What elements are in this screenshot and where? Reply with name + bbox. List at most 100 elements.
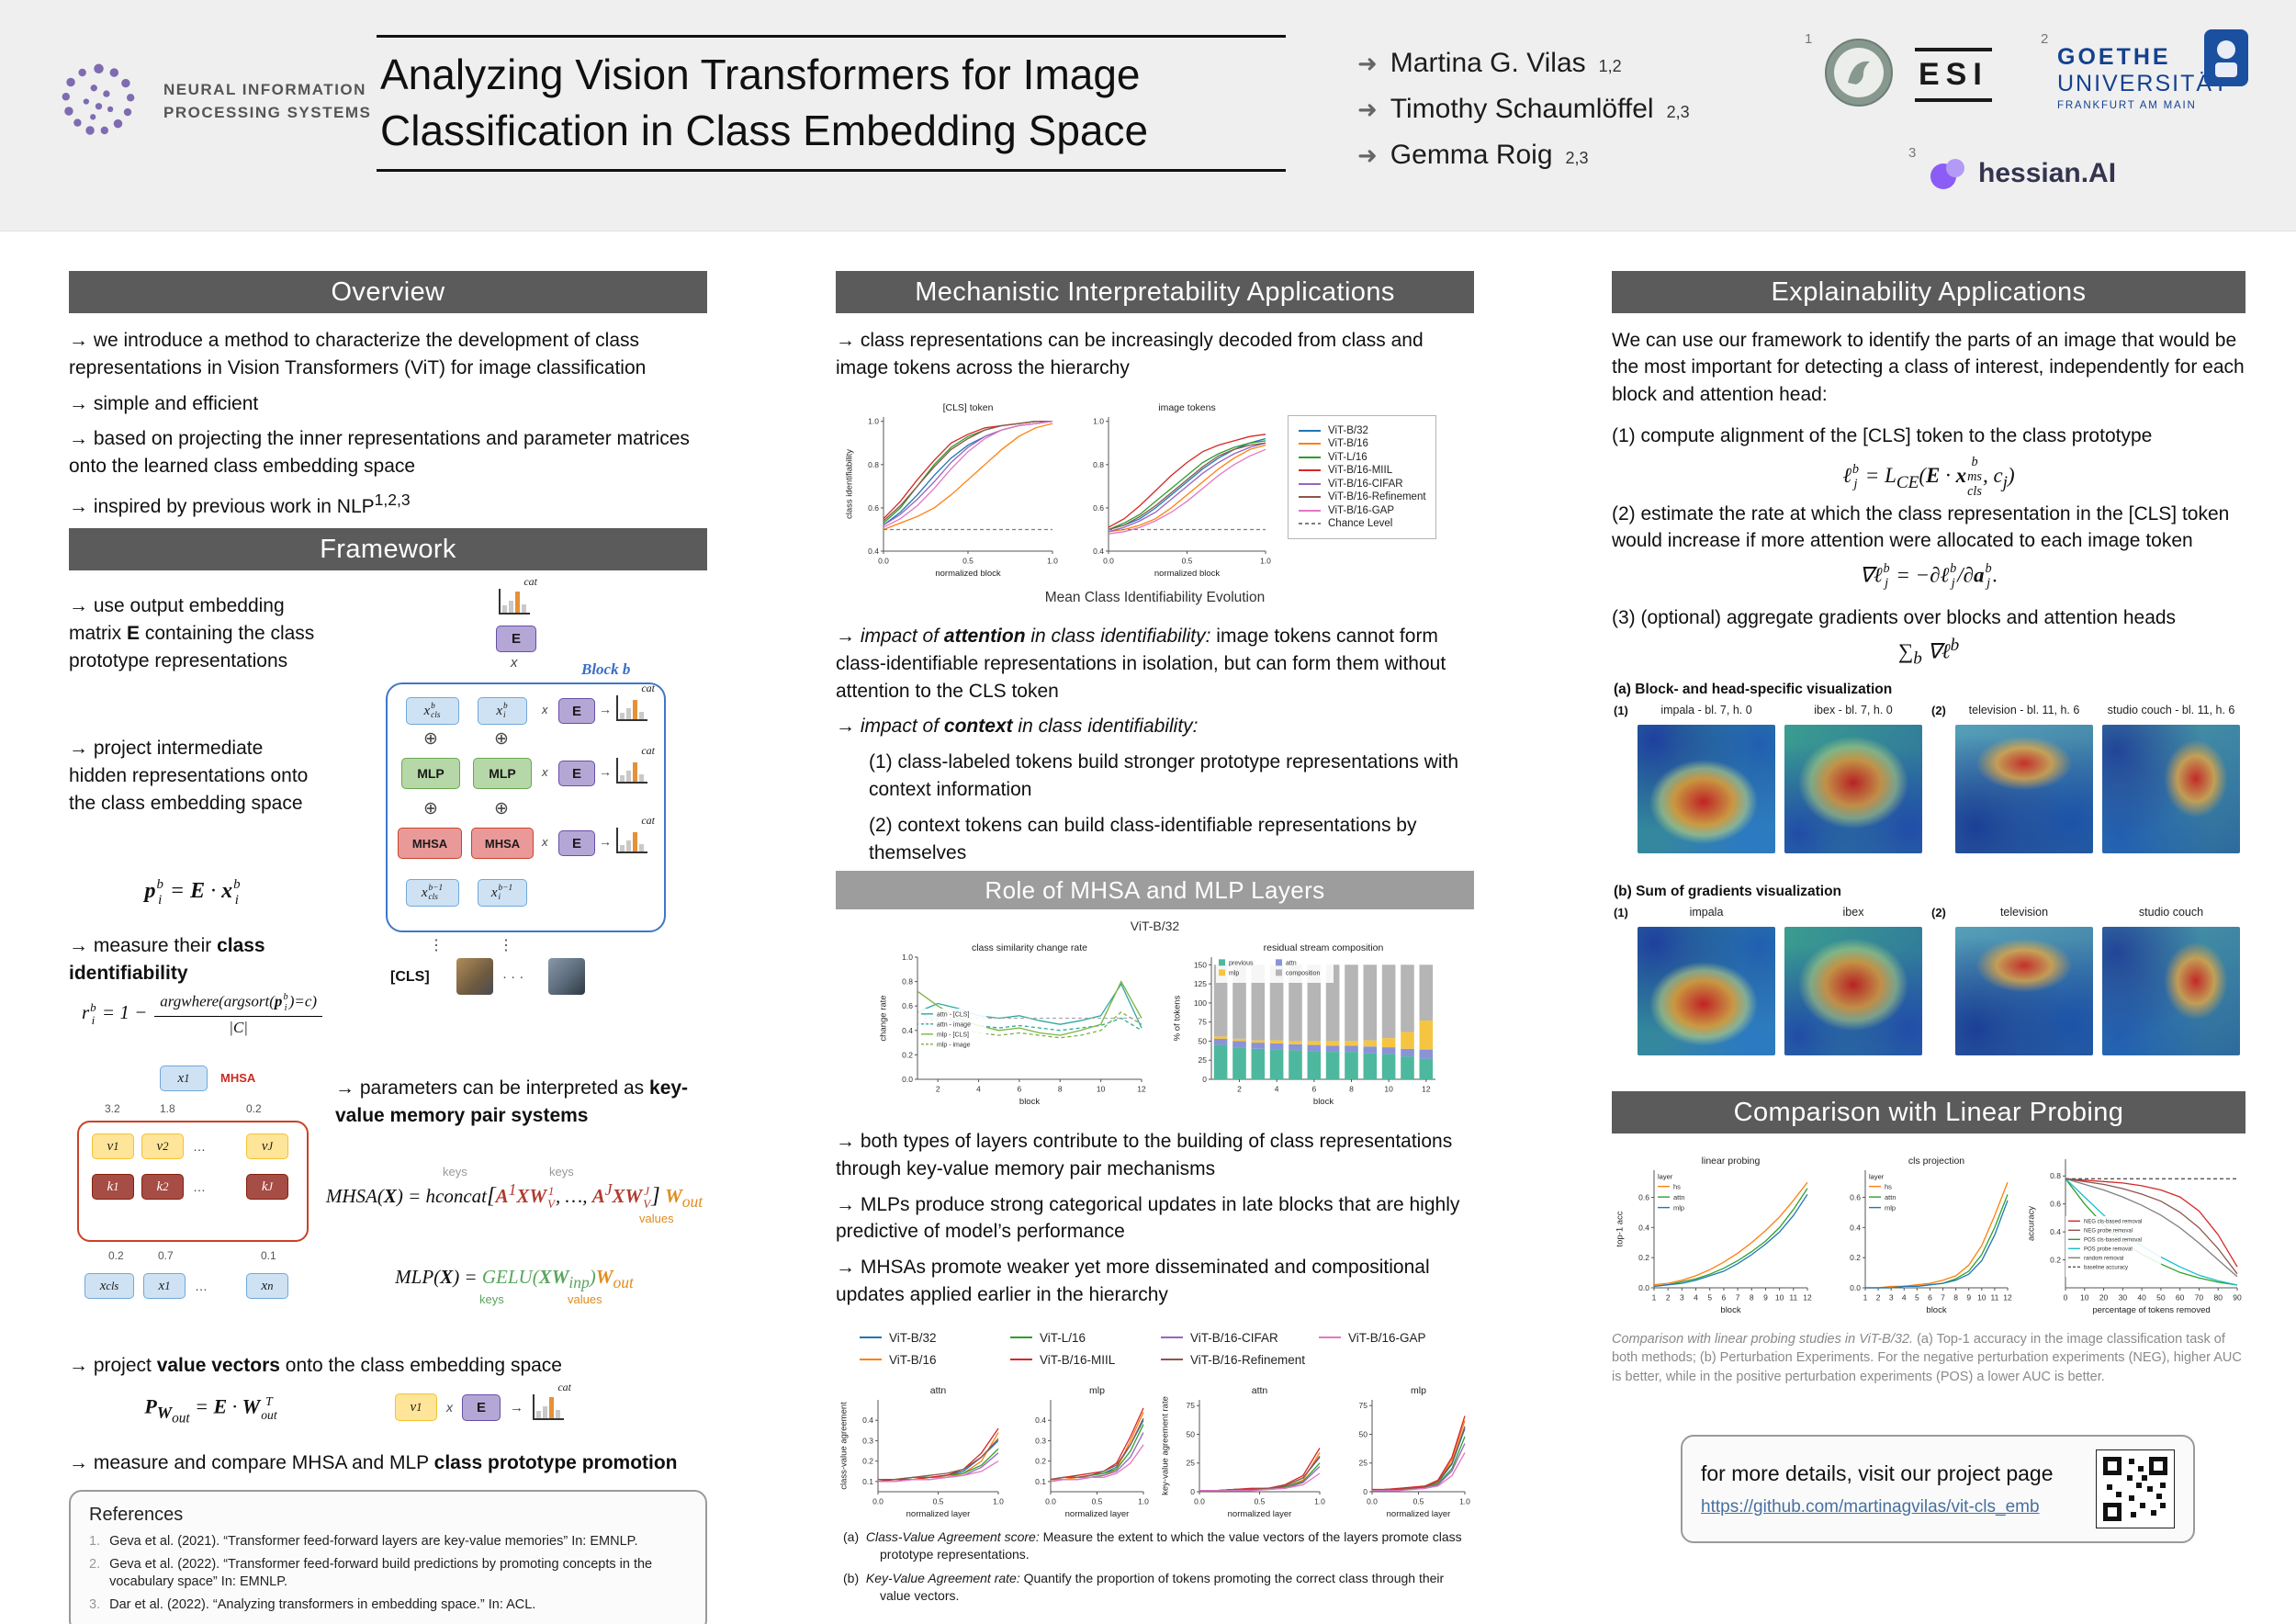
svg-text:attn - image: attn - image [937, 1022, 971, 1029]
mhsa-formula: MHSA(X) = hconcat[A1XW 1 V, …, AJXW J V] Wou… [325, 1180, 703, 1212]
author-1: ➜ Martina G. Vilas 1,2 [1357, 48, 1690, 79]
affiliation-1-number: 1 [1805, 31, 1813, 47]
legend-entry: ViT-B/16 [1299, 438, 1368, 449]
reference-item: 1. Geva et al. (2021). “Transformer feed-… [89, 1534, 638, 1549]
cls-token-identifiability-chart: 0.4 0.6 0.8 1.0 0.0 0.5 1.0 [CLS] token normaliz… [843, 397, 1059, 579]
svg-text:percentage of tokens removed: percentage of tokens removed [2092, 1305, 2210, 1315]
svg-text:class similarity change rate: class similarity change rate [972, 942, 1087, 953]
svg-text:25: 25 [1199, 1055, 1208, 1065]
legend-entry: ViT-B/16-GAP [1299, 504, 1395, 516]
qr-code [2096, 1449, 2175, 1528]
svg-text:linear probing: linear probing [1702, 1156, 1761, 1167]
multiply-symbol: x [542, 703, 548, 716]
author-affiliation: 2,3 [1565, 149, 1589, 167]
svg-text:attn: attn [930, 1385, 947, 1396]
references-box: References 1. Geva et al. (2021). “Transf… [69, 1490, 707, 1624]
svg-text:block: block [1720, 1305, 1740, 1315]
embedding-matrix-box: E [558, 698, 595, 724]
svg-text:5: 5 [1915, 1293, 1919, 1303]
multiply-symbol: x [511, 655, 518, 671]
legend-entry: ViT-L/16 [1299, 451, 1367, 463]
residual-add-icon: ⊕ [423, 799, 438, 818]
legend-entry: ViT-B/16-CIFAR [1299, 478, 1403, 490]
framework-bullet-5: → project value vectors onto the class e… [69, 1355, 562, 1376]
arrow-icon: → [510, 1399, 523, 1415]
mlp-box: MLP [473, 758, 532, 789]
svg-text:12: 12 [1422, 1085, 1431, 1094]
svg-text:[CLS] token: [CLS] token [943, 402, 994, 413]
svg-text:1.0: 1.0 [993, 1497, 1004, 1506]
overview-bullets: → we introduce a method to characterize … [69, 327, 707, 529]
svg-text:image tokens: image tokens [1158, 402, 1215, 413]
author-affiliation: 1,2 [1598, 57, 1622, 75]
overview-bullet: → we introduce a method to characterize … [69, 330, 647, 378]
attention-weight: 1.8 [160, 1102, 175, 1115]
svg-text:10: 10 [1977, 1293, 1986, 1303]
svg-text:0.3: 0.3 [862, 1436, 873, 1445]
legend-entry: ViT-B/16-Refinement [1160, 1352, 1306, 1367]
svg-text:normalized layer: normalized layer [1065, 1509, 1130, 1519]
svg-text:7: 7 [1736, 1293, 1740, 1303]
svg-text:0: 0 [1202, 1075, 1207, 1084]
class-value-agreement-attn-chart: 0.1 0.2 0.3 0.4 0.0 0.5 1.0 attn normalized laye… [838, 1380, 1005, 1519]
legend-entry: ViT-B/16-Refinement [1299, 491, 1426, 502]
svg-text:0.5: 0.5 [933, 1497, 944, 1506]
svg-text:10: 10 [1384, 1085, 1393, 1094]
reference-item: 2. Geva et al. (2022). “Transformer feed-… [89, 1556, 653, 1590]
svg-text:20: 20 [2099, 1293, 2109, 1303]
svg-text:residual stream composition: residual stream composition [1264, 942, 1384, 953]
section-framework: Framework [69, 528, 707, 570]
svg-text:normalized block: normalized block [1154, 569, 1221, 579]
reference-item: 3. Dar et al. (2022). “Analyzing transfor… [89, 1596, 536, 1612]
mechanistic-bullets: → impact of attention in class identifia… [836, 623, 1474, 875]
project-page-link[interactable]: https://github.com/martinagvilas/vit-cls… [1701, 1496, 2040, 1517]
svg-text:50: 50 [1199, 1036, 1208, 1045]
keys-annotation: keys [443, 1165, 467, 1179]
residual-add-icon: ⊕ [423, 729, 438, 749]
legend-entry: ViT-B/32 [1299, 424, 1368, 436]
svg-text:attn: attn [1885, 1193, 1896, 1201]
image-label: impala - bl. 7, h. 0 [1660, 704, 1752, 716]
attention-weight: 3.2 [105, 1102, 120, 1115]
svg-text:50: 50 [2156, 1293, 2166, 1303]
svg-text:50: 50 [1187, 1429, 1196, 1438]
heatmap-television-sum [1955, 927, 2093, 1055]
role-bullets: → both types of layers contribute to the… [836, 1128, 1474, 1317]
role-model-label: ViT-B/32 [1130, 919, 1180, 933]
section-explainability: Explainability Applications [1612, 271, 2245, 313]
svg-text:12: 12 [2003, 1293, 2012, 1303]
affiliation-2-number: 2 [2041, 31, 2049, 47]
svg-text:0.6: 0.6 [868, 503, 879, 513]
mlp-formula: MLP(X) = GELU(XWinp)Wout [395, 1266, 634, 1292]
heatmap-television [1955, 725, 2093, 853]
svg-text:150: 150 [1194, 960, 1207, 969]
embedding-matrix-box: E [558, 761, 595, 786]
bullet: (2) context tokens can build class-ident… [869, 814, 1417, 863]
figure-caption: Mean Class Identifiability Evolution [1044, 590, 1266, 605]
ellipsis: … [193, 1139, 206, 1154]
legend-entry: ViT-B/32 [860, 1330, 937, 1345]
visualization-b-title: (b) Sum of gradients visualization [1614, 884, 1842, 899]
caption-b: (b) Key-Value Agreement rate: Quantify t… [843, 1570, 1445, 1603]
svg-text:previous: previous [1229, 961, 1254, 967]
values-annotation: values [639, 1212, 674, 1226]
goethe-crest-icon [2204, 29, 2248, 86]
svg-text:0.6: 0.6 [902, 1001, 913, 1010]
affiliation-3-number: 3 [1908, 145, 1917, 161]
esi-logo: ESI [1915, 48, 1992, 102]
svg-text:POS probe removal: POS probe removal [2084, 1247, 2133, 1253]
keys-annotation: keys [549, 1165, 574, 1179]
arrow-icon: → [599, 834, 612, 849]
input-image-thumbnail [548, 958, 585, 995]
arrow-icon: → [599, 702, 612, 716]
overview-bullet: → simple and efficient [69, 392, 259, 414]
